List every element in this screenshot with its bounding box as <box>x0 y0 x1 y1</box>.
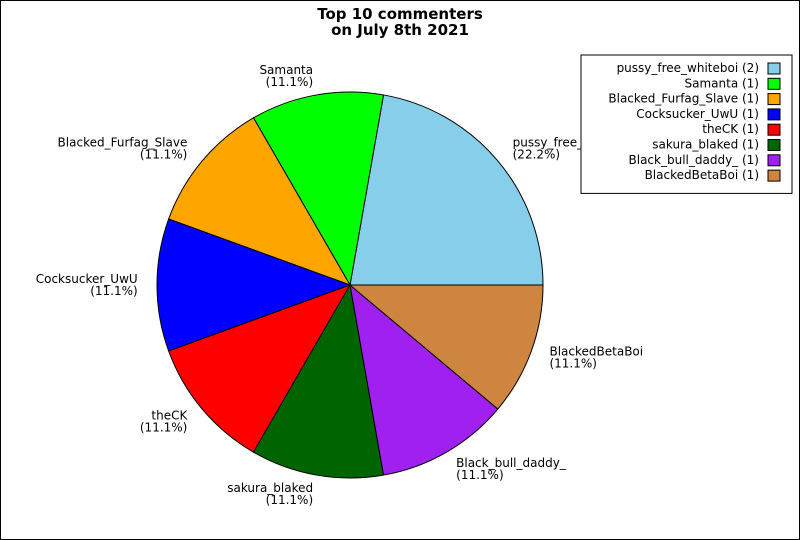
slice-value-label: (11.1%) <box>140 420 187 434</box>
slice-label: Cocksucker_UwU <box>36 272 138 286</box>
legend-label: Cocksucker_UwU (1) <box>636 107 759 121</box>
legend-label: Samanta (1) <box>685 76 760 90</box>
legend-swatch <box>767 62 781 75</box>
legend-label: BlackedBetaBoi (1) <box>645 168 759 182</box>
chart-title: on July 8th 2021 <box>331 21 469 39</box>
slice-label: theCK <box>151 408 188 422</box>
slice-value-label: (11.1%) <box>266 493 313 507</box>
pie-slice <box>167 284 352 453</box>
legend-swatch <box>767 123 781 136</box>
slice-value-label: (22.2%) <box>513 148 560 162</box>
pie-slice <box>349 94 544 286</box>
legend-swatch <box>767 154 781 167</box>
pie-slice <box>348 284 544 410</box>
slice-value-label: (11.1%) <box>456 468 503 482</box>
legend-swatch <box>767 169 781 182</box>
slice-value-label: (11.1%) <box>90 284 137 298</box>
slice-value-label: (11.1%) <box>140 148 187 162</box>
legend-label: sakura_blaked (1) <box>652 138 759 152</box>
slice-label: sakura_blaked <box>227 481 313 495</box>
legend-label: Blacked_Furfag_Slave (1) <box>608 92 759 106</box>
slice-value-label: (11.1%) <box>266 75 313 89</box>
pie-slice <box>252 91 385 287</box>
slice-label: Samanta <box>259 63 313 77</box>
legend-swatch <box>767 108 781 121</box>
legend-label: theCK (1) <box>702 122 759 136</box>
legend-swatch <box>767 93 781 106</box>
slice-label: Blacked_Furfag_Slave <box>58 136 188 150</box>
legend-box <box>580 54 793 194</box>
legend-label: Black_bull_daddy_ (1) <box>629 153 759 167</box>
slice-label: Black_bull_daddy_ <box>456 456 567 470</box>
pie-slice <box>167 117 352 286</box>
pie-slice <box>349 283 499 476</box>
slice-label: BlackedBetaBoi <box>549 345 643 359</box>
legend-label: pussy_free_whiteboi (2) <box>617 61 759 75</box>
legend-swatch <box>767 77 781 90</box>
legend-swatch <box>767 139 781 151</box>
slice-value-label: (11.1%) <box>549 357 596 371</box>
pie-slice <box>156 218 352 352</box>
pie-slice <box>252 283 385 479</box>
chart-title: Top 10 commenters <box>317 5 483 23</box>
